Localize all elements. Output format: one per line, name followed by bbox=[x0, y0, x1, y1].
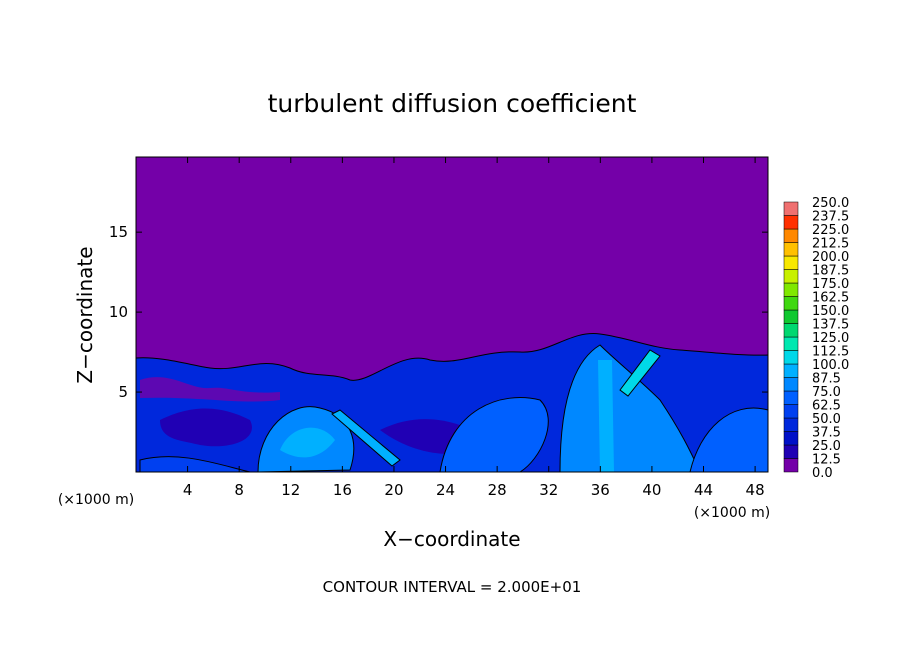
x-tick-label: 40 bbox=[642, 481, 661, 499]
colorbar-swatch bbox=[783, 458, 799, 473]
colorbar-label: 87.5 bbox=[812, 372, 841, 387]
colorbar-swatch bbox=[783, 390, 799, 405]
x-tick-label: 16 bbox=[333, 481, 352, 499]
colorbar-label: 162.5 bbox=[812, 291, 849, 306]
colorbar-label: 37.5 bbox=[812, 426, 841, 441]
y-unit-label: (×1000 m) bbox=[58, 492, 134, 508]
colorbar-swatch bbox=[783, 336, 799, 351]
x-tick-label: 48 bbox=[746, 481, 765, 499]
colorbar-swatch bbox=[783, 377, 799, 392]
colorbar-swatch bbox=[783, 215, 799, 230]
x-tick-label: 20 bbox=[384, 481, 403, 499]
colorbar-swatch bbox=[783, 350, 799, 365]
plot-frame bbox=[135, 156, 769, 473]
x-tick-label: 8 bbox=[234, 481, 244, 499]
field-region bbox=[331, 409, 401, 467]
colorbar-swatch bbox=[783, 417, 799, 432]
colorbar-swatch bbox=[783, 282, 799, 297]
colorbar-swatch bbox=[783, 309, 799, 324]
annotation: CONTOUR INTERVAL = 2.000E+01 bbox=[323, 578, 582, 596]
x-tick-label: 44 bbox=[694, 481, 713, 499]
y-tick-label: 15 bbox=[109, 223, 128, 241]
chart-title: turbulent diffusion coefficient bbox=[268, 89, 637, 118]
x-unit-label: (×1000 m) bbox=[694, 505, 770, 521]
colorbar-label: 62.5 bbox=[812, 399, 841, 414]
colorbar-label: 137.5 bbox=[812, 318, 849, 333]
colorbar-label: 150.0 bbox=[812, 304, 849, 319]
colorbar-swatch bbox=[783, 431, 799, 446]
colorbar-label: 200.0 bbox=[812, 250, 849, 265]
colorbar-label: 237.5 bbox=[812, 210, 849, 225]
field-region bbox=[160, 408, 252, 447]
x-tick-label: 4 bbox=[183, 481, 193, 499]
colorbar-label: 175.0 bbox=[812, 277, 849, 292]
field-region bbox=[439, 397, 549, 473]
x-axis-label: X−coordinate bbox=[383, 527, 520, 551]
colorbar-label: 250.0 bbox=[812, 196, 849, 211]
colorbar-label: 187.5 bbox=[812, 264, 849, 279]
colorbar-swatch bbox=[783, 201, 799, 216]
colorbar-label: 125.0 bbox=[812, 331, 849, 346]
x-tick-label: 12 bbox=[281, 481, 300, 499]
y-tick-label: 10 bbox=[109, 303, 128, 321]
field-region bbox=[619, 349, 661, 397]
x-tick-label: 32 bbox=[539, 481, 558, 499]
colorbar-swatch bbox=[783, 242, 799, 257]
colorbar-swatch bbox=[783, 228, 799, 243]
colorbar-label: 50.0 bbox=[812, 412, 841, 427]
colorbar-label: 225.0 bbox=[812, 223, 849, 238]
x-tick-label: 28 bbox=[488, 481, 507, 499]
colorbar-label: 75.0 bbox=[812, 385, 841, 400]
colorbar-swatch bbox=[783, 255, 799, 270]
field-region bbox=[280, 427, 335, 458]
colorbar-label: 12.5 bbox=[812, 453, 841, 468]
colorbar-swatch bbox=[783, 323, 799, 338]
colorbar-swatch bbox=[783, 404, 799, 419]
x-tick-label: 24 bbox=[436, 481, 455, 499]
colorbar-swatch bbox=[783, 444, 799, 459]
colorbar-label: 25.0 bbox=[812, 439, 841, 454]
field-region bbox=[598, 360, 614, 472]
colorbar-label: 112.5 bbox=[812, 345, 849, 360]
colorbar-swatch bbox=[783, 363, 799, 378]
colorbar-label: 100.0 bbox=[812, 358, 849, 373]
y-axis-label: Z−coordinate bbox=[73, 246, 97, 383]
field-region bbox=[140, 377, 280, 402]
field-region bbox=[559, 344, 701, 473]
y-tick-label: 5 bbox=[118, 383, 128, 401]
colorbar-label: 0.0 bbox=[812, 466, 833, 481]
colorbar-label: 212.5 bbox=[812, 237, 849, 252]
colorbar-swatch bbox=[783, 296, 799, 311]
x-tick-label: 36 bbox=[591, 481, 610, 499]
colorbar-swatch bbox=[783, 269, 799, 284]
